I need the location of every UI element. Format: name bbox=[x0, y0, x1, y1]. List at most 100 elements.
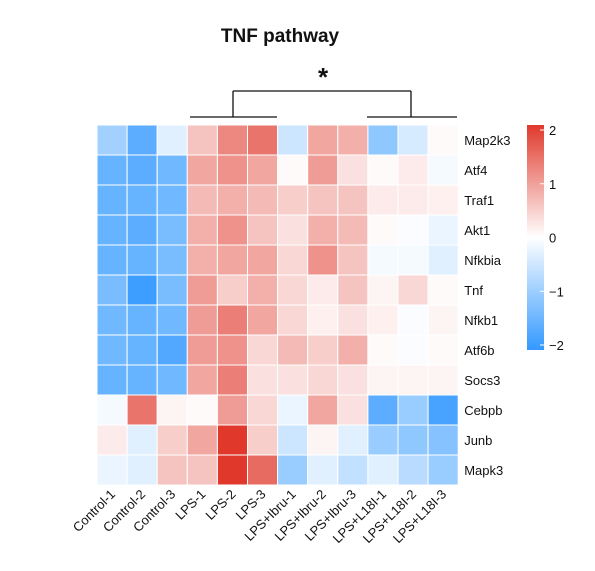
heatmap-cell bbox=[126, 394, 158, 426]
heatmap-cell bbox=[277, 274, 309, 306]
heatmap-cell bbox=[367, 454, 399, 486]
heatmap-cell bbox=[216, 424, 248, 456]
heatmap-cell bbox=[156, 454, 188, 486]
heatmap-cell bbox=[247, 244, 279, 276]
heatmap-cell bbox=[397, 334, 429, 366]
heatmap-cell bbox=[427, 274, 459, 306]
heatmap-cell bbox=[186, 244, 218, 276]
heatmap-cell bbox=[337, 304, 369, 336]
row-label: Atf6b bbox=[464, 343, 494, 358]
heatmap-cell bbox=[156, 394, 188, 426]
heatmap-cell bbox=[216, 364, 248, 396]
heatmap-cell bbox=[96, 274, 128, 306]
color-legend: 2 1 0 −1 −2 bbox=[527, 123, 564, 353]
heatmap-cell bbox=[427, 304, 459, 336]
heatmap-cell bbox=[427, 214, 459, 246]
heatmap-cell bbox=[307, 394, 339, 426]
heatmap-cell bbox=[307, 154, 339, 186]
heatmap-cell bbox=[156, 334, 188, 366]
heatmap-cell bbox=[397, 244, 429, 276]
heatmap-cell bbox=[277, 424, 309, 456]
heatmap-cell bbox=[156, 364, 188, 396]
legend-color-bar bbox=[527, 125, 544, 350]
heatmap-cell bbox=[186, 154, 218, 186]
heatmap-cell bbox=[216, 244, 248, 276]
heatmap-cell bbox=[427, 244, 459, 276]
heatmap-cell bbox=[216, 454, 248, 486]
row-labels: Map2k3 Atf4 Traf1 Akt1 Nfkbia Tnf Nfkb1 Atf6b So… bbox=[464, 133, 510, 478]
heatmap-cell bbox=[307, 214, 339, 246]
heatmap-cell bbox=[337, 334, 369, 366]
heatmap-cell bbox=[96, 154, 128, 186]
heatmap-cell bbox=[307, 244, 339, 276]
heatmap-cell bbox=[337, 454, 369, 486]
heatmap-cell bbox=[277, 244, 309, 276]
heatmap-cell bbox=[186, 274, 218, 306]
heatmap-cell bbox=[397, 454, 429, 486]
heatmap-cell bbox=[126, 424, 158, 456]
heatmap-cell bbox=[156, 424, 188, 456]
heatmap-cell bbox=[96, 394, 128, 426]
heatmap-cell bbox=[216, 154, 248, 186]
heatmap-cell bbox=[367, 364, 399, 396]
heatmap-cell bbox=[427, 364, 459, 396]
heatmap-cell bbox=[367, 424, 399, 456]
heatmap-cell bbox=[126, 364, 158, 396]
heatmap-cell bbox=[126, 244, 158, 276]
heatmap-cell bbox=[96, 124, 128, 156]
heatmap-cell bbox=[96, 364, 128, 396]
heatmap-cell bbox=[126, 334, 158, 366]
row-label: Mapk3 bbox=[464, 463, 503, 478]
heatmap-cell bbox=[96, 424, 128, 456]
heatmap-cell bbox=[307, 304, 339, 336]
heatmap-cell bbox=[397, 124, 429, 156]
heatmap-cell bbox=[397, 364, 429, 396]
column-labels: Control-1Control-2Control-3LPS-1LPS-2LPS… bbox=[70, 487, 450, 546]
heatmap-cell bbox=[156, 154, 188, 186]
heatmap-cell bbox=[367, 394, 399, 426]
heatmap-cell bbox=[216, 214, 248, 246]
heatmap-cell bbox=[427, 154, 459, 186]
heatmap-cell bbox=[96, 214, 128, 246]
heatmap-cell bbox=[186, 304, 218, 336]
heatmap-cell bbox=[307, 334, 339, 366]
heatmap-cell bbox=[186, 124, 218, 156]
row-label: Socs3 bbox=[464, 373, 500, 388]
heatmap-cell bbox=[96, 454, 128, 486]
heatmap-cell bbox=[427, 334, 459, 366]
heatmap-cell bbox=[427, 394, 459, 426]
heatmap-cell bbox=[307, 454, 339, 486]
column-dendrogram bbox=[190, 90, 457, 118]
row-label: Nfkbia bbox=[464, 253, 502, 268]
legend-tick-label: 1 bbox=[549, 177, 556, 192]
heatmap-cell bbox=[186, 454, 218, 486]
chart-title: TNF pathway bbox=[221, 26, 340, 47]
row-label: Akt1 bbox=[464, 223, 490, 238]
heatmap-cell bbox=[397, 304, 429, 336]
row-label: Junb bbox=[464, 433, 492, 448]
heatmap-cell bbox=[247, 424, 279, 456]
heatmap-cell bbox=[277, 394, 309, 426]
heatmap-cell bbox=[126, 184, 158, 216]
heatmap-cell bbox=[247, 124, 279, 156]
heatmap-cell bbox=[216, 304, 248, 336]
heatmap-cell bbox=[126, 454, 158, 486]
heatmap-cell bbox=[367, 274, 399, 306]
heatmap-cell bbox=[156, 124, 188, 156]
heatmap-cell bbox=[96, 304, 128, 336]
heatmap-cell bbox=[186, 334, 218, 366]
legend-tick-label: 2 bbox=[549, 123, 556, 138]
heatmap-cell bbox=[126, 124, 158, 156]
heatmap-cell bbox=[96, 184, 128, 216]
heatmap-cell bbox=[126, 214, 158, 246]
heatmap-cell bbox=[367, 154, 399, 186]
heatmap-cell bbox=[126, 154, 158, 186]
heatmap-cell bbox=[156, 244, 188, 276]
heatmap-cell bbox=[216, 394, 248, 426]
column-label: LPS-2 bbox=[202, 487, 238, 523]
heatmap-cell bbox=[247, 184, 279, 216]
heatmap-cell bbox=[156, 214, 188, 246]
heatmap-cell bbox=[247, 364, 279, 396]
heatmap-cell bbox=[126, 304, 158, 336]
heatmap-cell bbox=[397, 214, 429, 246]
